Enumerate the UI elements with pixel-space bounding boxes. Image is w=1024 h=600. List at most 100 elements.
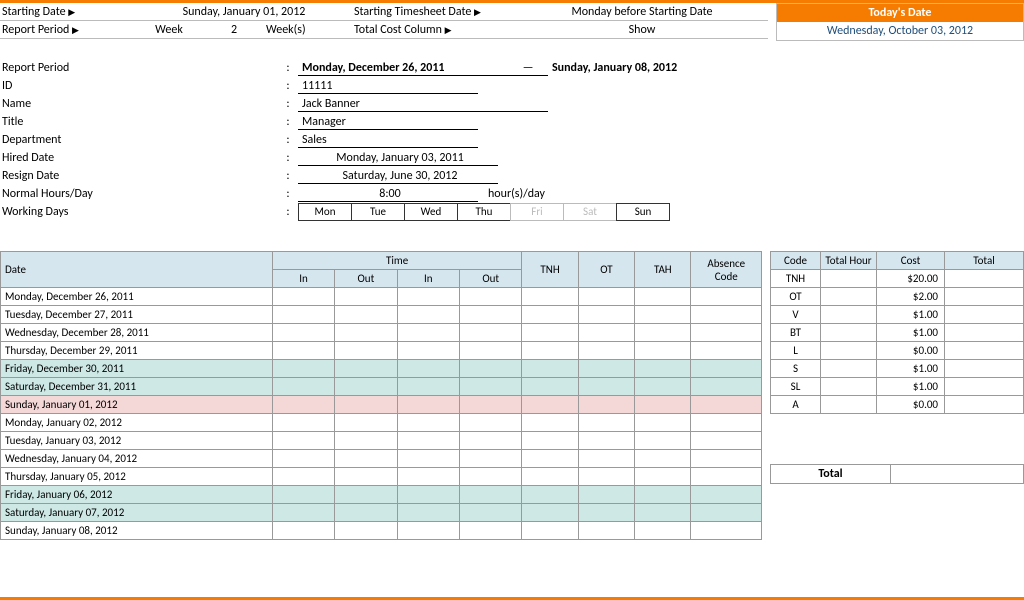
table-row[interactable]: Tuesday, December 27, 2011 — [1, 306, 762, 324]
cell[interactable] — [397, 396, 459, 414]
cell[interactable] — [578, 522, 634, 540]
cell[interactable] — [522, 306, 578, 324]
cell[interactable] — [397, 522, 459, 540]
cell[interactable] — [691, 288, 762, 306]
cell[interactable] — [460, 468, 522, 486]
cell[interactable] — [335, 414, 397, 432]
table-row[interactable]: Thursday, December 29, 2011 — [1, 342, 762, 360]
table-row[interactable]: Sunday, January 01, 2012 — [1, 396, 762, 414]
cell[interactable] — [460, 522, 522, 540]
cell[interactable] — [635, 486, 691, 504]
cell[interactable] — [522, 504, 578, 522]
cell[interactable] — [272, 414, 334, 432]
cell[interactable] — [272, 342, 334, 360]
cell[interactable] — [272, 504, 334, 522]
cell[interactable] — [335, 522, 397, 540]
cell[interactable] — [635, 306, 691, 324]
day-toggle-mon[interactable]: Mon — [298, 203, 352, 221]
title-value[interactable]: Manager — [298, 115, 478, 130]
cell[interactable] — [578, 360, 634, 378]
cell[interactable] — [272, 324, 334, 342]
cell[interactable] — [635, 414, 691, 432]
id-value[interactable]: 11111 — [298, 79, 478, 94]
expand-icon[interactable]: ▶ — [445, 25, 452, 36]
cell[interactable] — [272, 396, 334, 414]
hired-value[interactable]: Monday, January 03, 2011 — [298, 151, 498, 166]
cell[interactable] — [272, 522, 334, 540]
cell[interactable] — [578, 486, 634, 504]
dept-value[interactable]: Sales — [298, 133, 478, 148]
cell[interactable] — [578, 504, 634, 522]
cell[interactable] — [635, 450, 691, 468]
cell[interactable] — [335, 342, 397, 360]
cell[interactable] — [691, 522, 762, 540]
cell[interactable] — [460, 342, 522, 360]
cell[interactable] — [578, 414, 634, 432]
resign-value[interactable]: Saturday, June 30, 2012 — [298, 169, 498, 184]
table-row[interactable]: Friday, December 30, 2011 — [1, 360, 762, 378]
cell[interactable] — [272, 450, 334, 468]
cell[interactable] — [460, 360, 522, 378]
cell[interactable] — [691, 486, 762, 504]
cell[interactable] — [460, 486, 522, 504]
cell[interactable] — [460, 288, 522, 306]
table-row[interactable]: Saturday, December 31, 2011 — [1, 378, 762, 396]
table-row[interactable]: Monday, January 02, 2012 — [1, 414, 762, 432]
cell[interactable] — [397, 378, 459, 396]
table-row[interactable]: Sunday, January 08, 2012 — [1, 522, 762, 540]
cell[interactable] — [460, 324, 522, 342]
cell[interactable] — [691, 504, 762, 522]
day-toggle-tue[interactable]: Tue — [351, 203, 405, 221]
cell[interactable] — [578, 432, 634, 450]
show-value[interactable]: Show — [512, 23, 768, 37]
table-row[interactable]: Friday, January 06, 2012 — [1, 486, 762, 504]
table-row[interactable]: Wednesday, December 28, 2011 — [1, 324, 762, 342]
cell[interactable] — [397, 450, 459, 468]
day-toggle-sun[interactable]: Sun — [616, 203, 670, 221]
cell[interactable] — [691, 342, 762, 360]
day-toggle-fri[interactable]: Fri — [510, 203, 564, 221]
cell[interactable] — [522, 450, 578, 468]
day-toggle-wed[interactable]: Wed — [404, 203, 458, 221]
cell[interactable] — [335, 324, 397, 342]
cell[interactable] — [335, 504, 397, 522]
cell[interactable] — [397, 504, 459, 522]
table-row[interactable]: Tuesday, January 03, 2012 — [1, 432, 762, 450]
cell[interactable] — [578, 468, 634, 486]
cell[interactable] — [397, 342, 459, 360]
cell[interactable] — [460, 432, 522, 450]
cell[interactable] — [397, 360, 459, 378]
cell[interactable] — [522, 360, 578, 378]
cell[interactable] — [635, 360, 691, 378]
cell[interactable] — [460, 504, 522, 522]
cell[interactable] — [335, 360, 397, 378]
cell[interactable] — [272, 378, 334, 396]
timesheet-date-value[interactable]: Monday before Starting Date — [512, 5, 768, 19]
cell[interactable] — [691, 324, 762, 342]
cell[interactable] — [335, 288, 397, 306]
cell[interactable] — [578, 306, 634, 324]
day-toggle-thu[interactable]: Thu — [457, 203, 511, 221]
week-num[interactable]: 2 — [202, 23, 262, 37]
cell[interactable] — [635, 504, 691, 522]
table-row[interactable]: Monday, December 26, 2011 — [1, 288, 762, 306]
cell[interactable] — [272, 468, 334, 486]
cell[interactable] — [635, 432, 691, 450]
cell[interactable] — [335, 432, 397, 450]
table-row[interactable]: Thursday, January 05, 2012 — [1, 468, 762, 486]
cell[interactable] — [397, 486, 459, 504]
table-row[interactable]: Wednesday, January 04, 2012 — [1, 450, 762, 468]
cell[interactable] — [522, 486, 578, 504]
cell[interactable] — [691, 432, 762, 450]
cell[interactable] — [691, 396, 762, 414]
cell[interactable] — [691, 360, 762, 378]
cell[interactable] — [635, 522, 691, 540]
cell[interactable] — [460, 306, 522, 324]
cell[interactable] — [522, 342, 578, 360]
cell[interactable] — [335, 468, 397, 486]
hours-value[interactable]: 8:00 — [298, 187, 478, 202]
cell[interactable] — [522, 324, 578, 342]
cell[interactable] — [335, 378, 397, 396]
cell[interactable] — [635, 288, 691, 306]
table-row[interactable]: Saturday, January 07, 2012 — [1, 504, 762, 522]
